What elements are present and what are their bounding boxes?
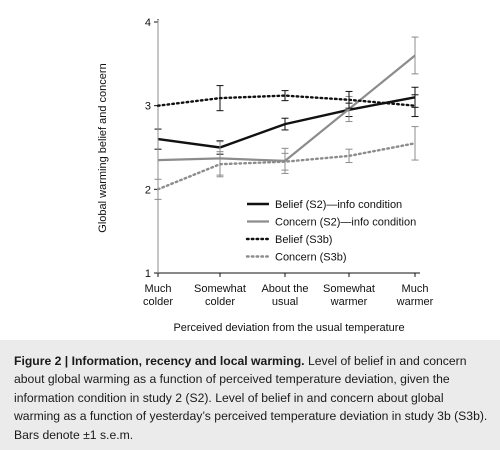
series-line	[156, 142, 417, 191]
figure-caption: Figure 2 | Information, recency and loca…	[14, 352, 490, 444]
x-axis-label: Perceived deviation from the usual tempe…	[173, 322, 404, 334]
caption-label: Figure 2 | Information, recency and loca…	[14, 354, 305, 368]
series-line	[156, 94, 417, 107]
x-tick-label: Somewhat warmer	[323, 283, 375, 308]
line-chart: 1 2 3 4 Much colder Somewhat colder About the usu…	[97, 17, 434, 334]
y-axis-label: Global warming belief and concern	[97, 63, 109, 232]
legend-label: Concern (S3b)	[275, 252, 347, 264]
y-tick-label: 4	[145, 17, 151, 29]
legend-label: Belief (S3b)	[275, 234, 332, 246]
x-tick-label: Much colder	[143, 283, 173, 308]
x-tick-label: Much warmer	[396, 283, 434, 308]
figure: 1 2 3 4 Much colder Somewhat colder About the usu…	[97, 17, 434, 334]
legend-label: Concern (S2)—info condition	[275, 217, 416, 229]
x-tick-label: Somewhat colder	[194, 283, 246, 308]
caption-box: Figure 2 | Information, recency and loca…	[0, 340, 500, 450]
x-tick-label: About the usual	[261, 283, 308, 308]
legend-label: Belief (S2)—info condition	[275, 199, 402, 211]
y-tick-label: 1	[145, 268, 151, 280]
caption-text: Level of belief in and concern about glo…	[14, 354, 488, 442]
y-tick-label: 2	[145, 184, 151, 196]
series-line	[157, 96, 416, 149]
y-tick-label: 3	[145, 101, 151, 113]
